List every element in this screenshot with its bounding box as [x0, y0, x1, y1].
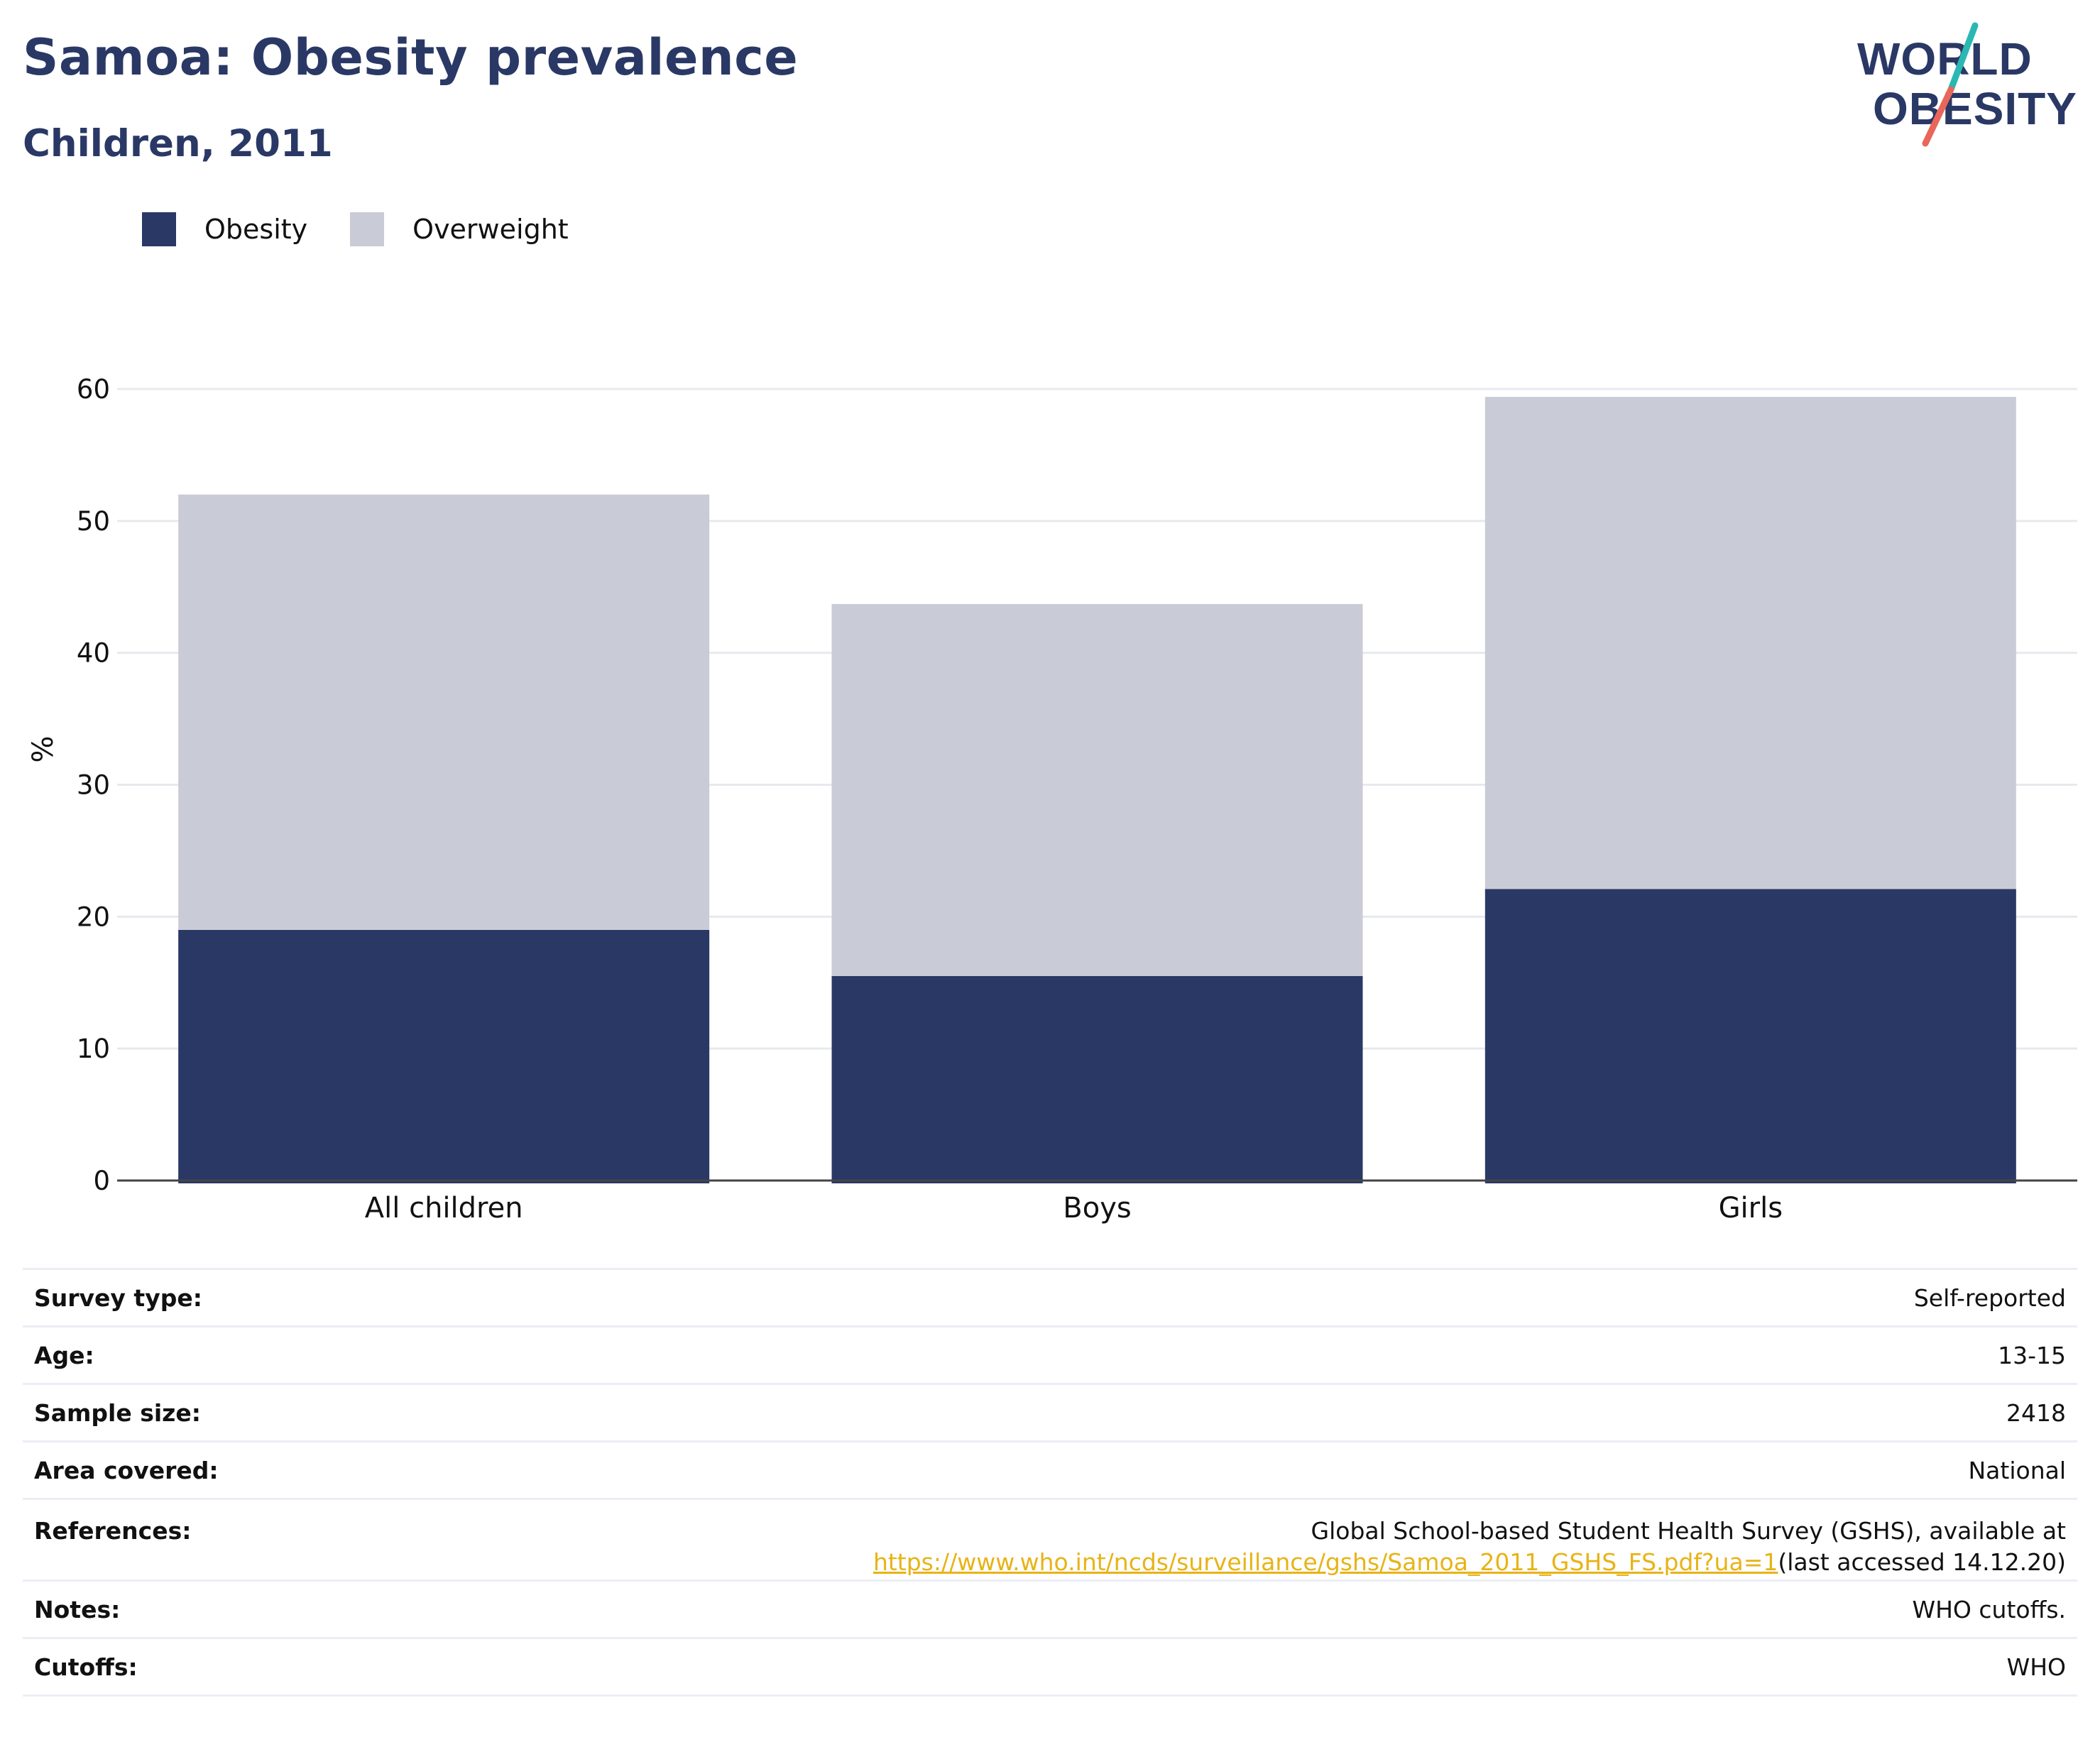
- survey-info-table: Survey type: Self-reported Age: 13-15 Sample…: [23, 1268, 2077, 1697]
- logo-slash-top: [1947, 22, 1979, 93]
- page-title: Samoa: Obesity prevalence: [23, 28, 799, 87]
- bar-obesity-girls[interactable]: [1484, 889, 2016, 1183]
- logo-line2: OBESITY: [1873, 83, 2077, 134]
- logo-slash-bottom: [1922, 86, 1954, 147]
- info-row: Sample size: 2418: [23, 1384, 2077, 1442]
- info-row: Age: 13-15: [23, 1327, 2077, 1384]
- bar-overweight-boys[interactable]: [831, 603, 1363, 976]
- info-value: WHO: [2006, 1653, 2066, 1681]
- y-tick-label: 60: [77, 374, 110, 405]
- x-tick-label: Girls: [1719, 1192, 1783, 1225]
- info-row: Survey type: Self-reported: [23, 1269, 2077, 1327]
- info-row: Cutoffs: WHO: [23, 1638, 2077, 1696]
- info-label: Age:: [34, 1341, 94, 1369]
- info-row: Area covered: National: [23, 1442, 2077, 1499]
- reference-link[interactable]: https://www.who.int/ncds/surveillance/gs…: [873, 1548, 1778, 1576]
- reference-text: Global School-based Student Health Surve…: [1311, 1517, 2066, 1545]
- info-label: References:: [34, 1517, 192, 1545]
- info-value: 2418: [2006, 1398, 2066, 1427]
- y-tick-label: 0: [93, 1166, 110, 1196]
- info-label: Cutoffs:: [34, 1653, 138, 1681]
- info-value: 13-15: [1998, 1341, 2066, 1369]
- x-tick-label: All children: [365, 1192, 523, 1225]
- bar-obesity-boys[interactable]: [831, 975, 1363, 1183]
- info-label: Sample size:: [34, 1398, 201, 1427]
- info-label: Area covered:: [34, 1456, 219, 1484]
- info-value-references: Global School-based Student Health Surve…: [322, 1499, 2077, 1581]
- info-row-references: References: Global School-based Student H…: [23, 1499, 2077, 1581]
- legend-swatch-overweight: [350, 212, 385, 246]
- legend-item-overweight[interactable]: Overweight: [350, 212, 569, 246]
- legend-label-obesity: Obesity: [204, 214, 308, 245]
- y-tick-label: 30: [77, 770, 110, 801]
- legend-swatch-obesity: [142, 212, 176, 246]
- world-obesity-logo: WORLD OBESITY: [1857, 22, 2077, 147]
- legend-item-obesity[interactable]: Obesity: [142, 212, 307, 246]
- page-subtitle: Children, 2011: [23, 122, 333, 165]
- y-tick-label: 10: [77, 1034, 110, 1064]
- y-tick-label: 20: [77, 902, 110, 932]
- info-value: National: [1968, 1456, 2066, 1484]
- reference-accessed: (last accessed 14.12.20): [1778, 1548, 2066, 1576]
- stacked-bar-chart: 0 10 20 30 40 50 60% All children Boys Girls: [27, 374, 2077, 1225]
- legend-label-overweight: Overweight: [412, 214, 569, 245]
- bar-overweight-girls[interactable]: [1484, 397, 2016, 889]
- info-row: Notes: WHO cutoffs.: [23, 1581, 2077, 1638]
- info-value: WHO cutoffs.: [1912, 1595, 2066, 1623]
- info-label: Survey type:: [34, 1283, 202, 1312]
- y-tick-label: 40: [77, 638, 110, 669]
- logo-line1: WORLD: [1857, 33, 2033, 84]
- bars: [178, 397, 2016, 1183]
- chart-legend: Obesity Overweight: [142, 210, 611, 248]
- info-label: Notes:: [34, 1595, 121, 1623]
- bar-obesity-all-children[interactable]: [178, 929, 710, 1183]
- x-tick-label: Boys: [1063, 1192, 1131, 1225]
- y-tick-label: 50: [77, 506, 110, 537]
- y-axis-label: %: [27, 735, 60, 762]
- x-axis: All children Boys Girls: [117, 1179, 2077, 1225]
- y-axis: 0 10 20 30 40 50 60%: [27, 374, 110, 1196]
- bar-overweight-all-children[interactable]: [178, 494, 710, 930]
- info-value: Self-reported: [1913, 1283, 2066, 1312]
